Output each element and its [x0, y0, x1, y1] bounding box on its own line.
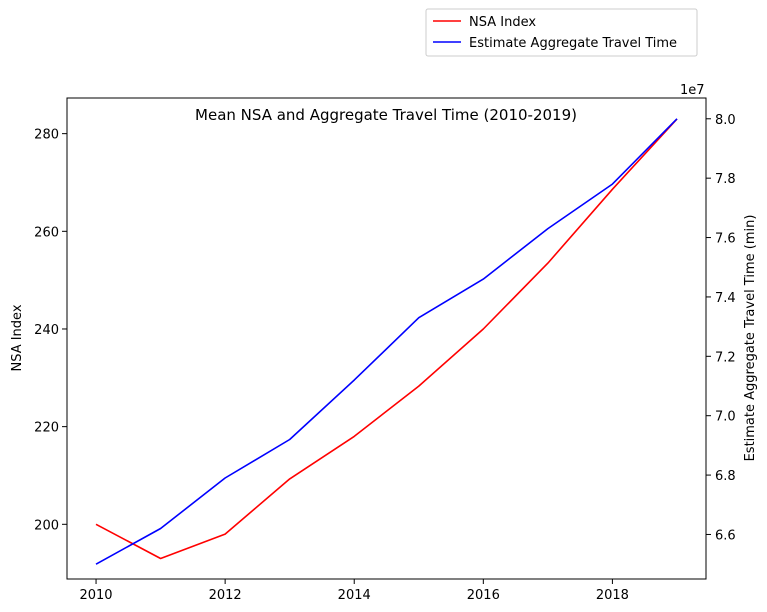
y-left-tick-label: 220 [34, 421, 59, 436]
legend-box [425, 8, 698, 57]
axis-ticks: 2010 2012 2014 2016 2018 200 220 240 260 280 6.6 6.… [34, 113, 736, 603]
legend: NSA Index Estimate Aggregate Travel Time [425, 8, 698, 57]
x-tick-label: 2018 [596, 588, 629, 603]
y-right-tick-label: 6.6 [715, 528, 736, 543]
series-line-travel-time [95, 118, 678, 565]
legend-label-travel: Estimate Aggregate Travel Time [469, 36, 677, 51]
y-right-tick-label: 6.8 [715, 469, 736, 484]
y-right-tick-label: 7.6 [715, 232, 736, 247]
y-right-tick-label: 7.4 [715, 291, 736, 306]
y-axis-right-label: Estimate Aggregate Travel Time (min) [743, 215, 758, 462]
series-line-nsa-index [95, 118, 678, 560]
series-lines [95, 118, 678, 565]
legend-label-nsa: NSA Index [469, 15, 536, 30]
x-tick-label: 2016 [467, 588, 500, 603]
y-right-tick-label: 8.0 [715, 113, 736, 128]
y-left-tick-label: 260 [34, 225, 59, 240]
y-right-tick-label: 7.0 [715, 410, 736, 425]
right-axis-multiplier: 1e7 [680, 83, 705, 98]
x-tick-label: 2014 [338, 588, 371, 603]
y-left-tick-label: 280 [34, 128, 59, 143]
y-right-tick-label: 7.8 [715, 172, 736, 187]
chart-title: Mean NSA and Aggregate Travel Time (2010… [195, 106, 577, 124]
plot-frame [66, 97, 707, 580]
y-left-tick-label: 200 [34, 518, 59, 533]
x-tick-label: 2010 [79, 588, 112, 603]
x-tick-label: 2012 [209, 588, 242, 603]
y-right-tick-label: 7.2 [715, 350, 736, 365]
y-axis-left-label: NSA Index [10, 304, 25, 371]
y-left-tick-label: 240 [34, 323, 59, 338]
